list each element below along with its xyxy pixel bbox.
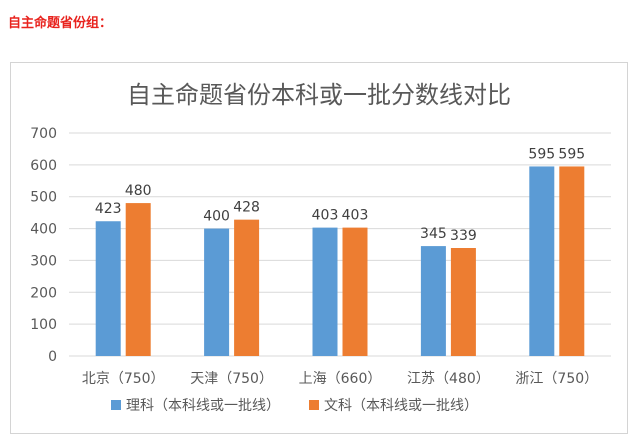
bar-arts (234, 219, 260, 356)
page-heading: 自主命题省份组： (8, 16, 113, 31)
data-label: 480 (125, 183, 152, 199)
bar-science (420, 246, 446, 356)
x-tick-label: 北京（750） (82, 371, 165, 387)
legend-swatch (309, 400, 319, 410)
x-tick-label: 江苏（480） (407, 371, 490, 387)
legend-label: 理科（本科线或一批线） (126, 398, 280, 414)
data-label: 595 (558, 146, 585, 162)
y-tick-label: 0 (48, 349, 57, 365)
bar-science (529, 166, 555, 356)
bar-chart: 自主命题省份本科或一批分数线对比 0100200300400500600700 … (30, 81, 611, 414)
bar-arts (342, 227, 368, 356)
bar-arts (450, 248, 476, 356)
y-tick-label: 300 (30, 253, 57, 269)
y-tick-label: 700 (30, 126, 57, 142)
bar-science (95, 221, 121, 356)
data-label: 345 (420, 226, 447, 242)
data-label: 423 (95, 201, 122, 217)
y-axis-ticks: 0 100 200 300 400 500 600 700 (30, 126, 57, 365)
gridlines (69, 132, 611, 357)
legend-swatch (111, 400, 121, 410)
y-tick-label: 100 (30, 317, 57, 333)
bars (95, 166, 585, 356)
bar-arts (125, 203, 151, 356)
x-tick-label: 天津（750） (190, 371, 273, 387)
bar-science (312, 227, 338, 356)
legend-item-arts: 文科（本科线或一批线） (309, 398, 478, 414)
legend-label: 文科（本科线或一批线） (324, 398, 478, 414)
legend-item-science: 理科（本科线或一批线） (111, 398, 280, 414)
x-axis-ticks: 北京（750） 天津（750） 上海（660） 江苏（480） 浙江（750） (82, 371, 598, 387)
chart-frame: 自主命题省份本科或一批分数线对比 0 100 200 300 400 500 600 700 … (10, 62, 628, 434)
bar-science (204, 228, 230, 356)
legend: 理科（本科线或一批线） 文科（本科线或一批线） (111, 398, 478, 414)
y-tick-label: 600 (30, 158, 57, 174)
y-tick-label: 500 (30, 190, 57, 206)
bar-arts (559, 166, 585, 356)
data-label: 339 (450, 228, 477, 244)
data-label: 403 (342, 208, 369, 224)
data-label: 400 (203, 209, 230, 225)
y-tick-label: 200 (30, 285, 57, 301)
data-label: 595 (528, 146, 555, 162)
y-tick-label: 400 (30, 222, 57, 238)
x-tick-label: 上海（660） (299, 371, 382, 387)
chart-title: 自主命题省份本科或一批分数线对比 (127, 81, 511, 109)
data-label: 428 (233, 200, 260, 216)
data-label: 403 (312, 208, 339, 224)
x-tick-label: 浙江（750） (515, 371, 598, 387)
